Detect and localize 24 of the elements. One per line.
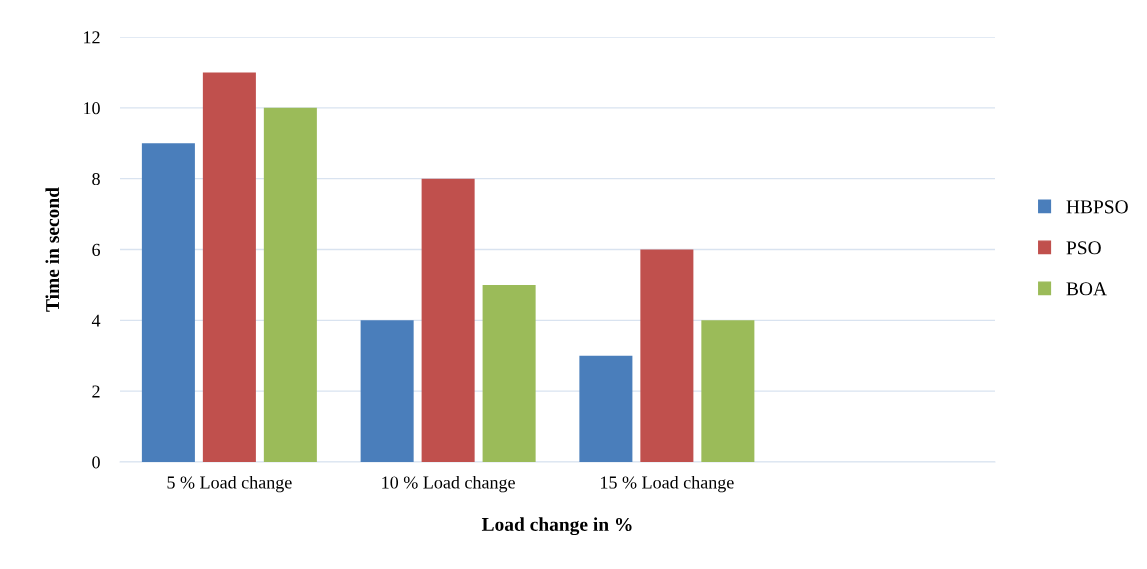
bar: [141, 143, 195, 462]
bar: [701, 320, 755, 462]
bar: [421, 178, 475, 462]
x-tick-label: 15 % Load change: [601, 475, 734, 493]
y-tick-label: 2: [92, 385, 100, 398]
legend-label: PSO: [1066, 241, 1101, 255]
y-tick-label: 0: [92, 456, 100, 469]
y-tick-label: 6: [92, 243, 101, 256]
x-axis-title: Load change in %: [481, 517, 632, 536]
bar: [360, 320, 414, 462]
x-tick-label: 10 % Load change: [382, 475, 515, 493]
bar: [640, 249, 694, 462]
y-tick-label: 8: [92, 172, 100, 186]
y-tick-label: 4: [91, 314, 101, 327]
bar: [482, 284, 536, 462]
bar: [202, 72, 256, 462]
bar: [579, 355, 633, 462]
legend-label: HBPSO: [1066, 200, 1128, 214]
y-tick-label: 12: [84, 31, 100, 44]
y-tick-label: 10: [84, 102, 100, 115]
bar: [263, 107, 317, 462]
legend-label: BOA: [1066, 282, 1107, 296]
y-axis-title: Time in second: [45, 187, 60, 312]
x-tick-label: 5 % Load change: [167, 475, 292, 493]
